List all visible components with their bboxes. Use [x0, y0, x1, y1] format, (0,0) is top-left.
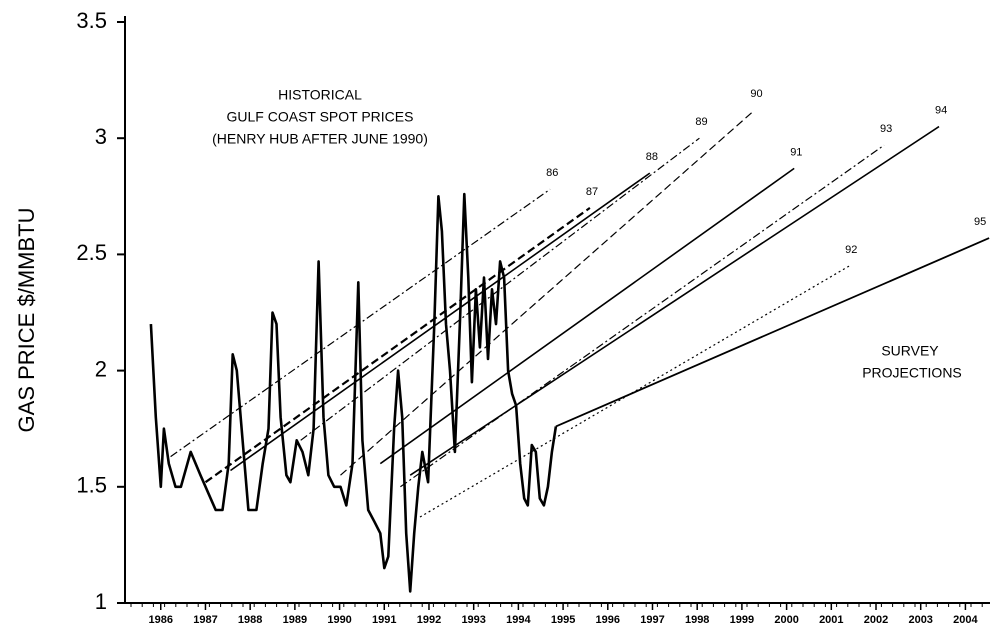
y-tick-label: 3 — [95, 124, 107, 149]
x-tick-label: 1986 — [149, 614, 173, 626]
series-label: 93 — [880, 123, 892, 135]
y-tick-label: 1 — [95, 589, 107, 614]
x-tick-label: 2000 — [774, 614, 798, 626]
series-label: 90 — [750, 88, 762, 100]
series-label: 92 — [845, 244, 857, 256]
x-tick-label: 1988 — [238, 614, 262, 626]
series-label: 87 — [586, 186, 598, 198]
series-line — [340, 109, 755, 476]
x-tick-label: 1996 — [596, 614, 620, 626]
annotation: (HENRY HUB AFTER JUNE 1990) — [212, 131, 428, 147]
annotation: HISTORICAL — [278, 87, 362, 103]
y-tick-label: 2 — [95, 356, 107, 381]
x-tick-label: 2003 — [908, 614, 932, 626]
x-tick-label: 1990 — [327, 614, 351, 626]
x-tick-label: 1993 — [461, 614, 485, 626]
x-tick-label: 1995 — [551, 614, 575, 626]
annotation: SURVEY — [881, 343, 939, 359]
series-line — [230, 172, 651, 472]
series-label: 91 — [790, 146, 802, 158]
x-tick-label: 1991 — [372, 614, 396, 626]
series-line — [379, 167, 795, 465]
series-line — [409, 125, 940, 476]
series-label: 86 — [546, 167, 558, 179]
y-tick-label: 1.5 — [76, 473, 107, 498]
x-tick-label: 1999 — [730, 614, 754, 626]
annotation: GULF COAST SPOT PRICES — [227, 109, 414, 125]
x-tick-label: 1998 — [685, 614, 709, 626]
series-line — [204, 207, 591, 484]
y-tick-label: 3.5 — [76, 8, 107, 33]
x-tick-label: 1997 — [640, 614, 664, 626]
x-tick-label: 2004 — [953, 614, 978, 626]
series-line — [300, 137, 700, 441]
series-label: 95 — [974, 216, 986, 228]
series-line — [149, 192, 558, 593]
series-label: 88 — [646, 151, 658, 163]
x-tick-label: 2002 — [864, 614, 888, 626]
x-tick-label: 1994 — [506, 614, 531, 626]
series-line — [555, 237, 990, 428]
x-tick-label: 1989 — [283, 614, 307, 626]
series-label: 89 — [695, 116, 707, 128]
y-tick-label: 2.5 — [76, 240, 107, 265]
series-line — [170, 188, 551, 458]
series-label: 94 — [935, 104, 947, 116]
series-line — [400, 144, 885, 488]
x-tick-label: 2001 — [819, 614, 843, 626]
x-tick-label: 1987 — [193, 614, 217, 626]
x-tick-label: 1992 — [417, 614, 441, 626]
y-axis-label: GAS PRICE $/MMBTU — [14, 208, 39, 433]
annotation: PROJECTIONS — [862, 365, 962, 381]
